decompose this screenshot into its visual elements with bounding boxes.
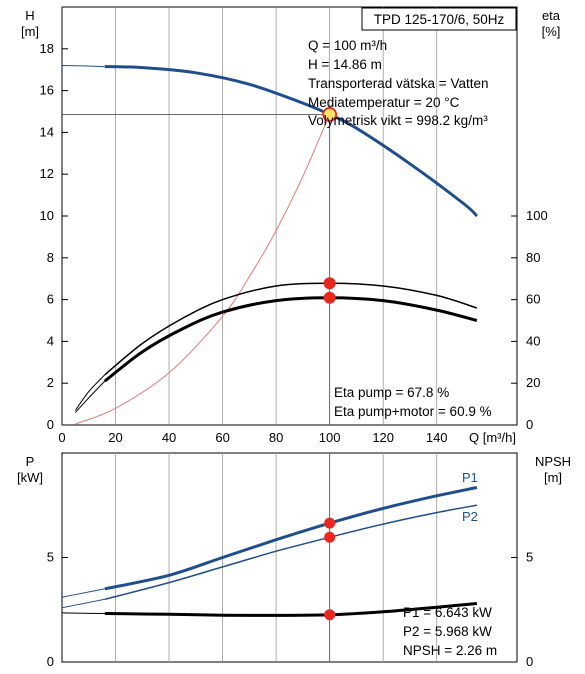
top-y-left-tick-label: 8 [47, 250, 54, 265]
info-eta-pump: Eta pump = 67.8 % [334, 385, 449, 400]
top-ticks: 0 20 40 60 80 100 120 140 0 2 4 6 8 10 12 14 16 18 0 20 40 60… [40, 41, 548, 445]
duty-point-info: Q = 100 m³/h H = 14.86 m Transporterad v… [308, 38, 488, 128]
top-y-right-tick-label: 0 [526, 417, 533, 432]
eta-info: Eta pump = 67.8 % Eta pump+motor = 60.9 … [334, 385, 492, 419]
eta-operating-point [323, 277, 336, 290]
bottom-y-left-label: P [26, 454, 35, 469]
top-x-tick-label: 140 [426, 430, 448, 445]
top-y-right-tick-label: 100 [526, 208, 548, 223]
top-y-right-tick-label: 40 [526, 333, 540, 348]
top-y-right-tick-label: 20 [526, 375, 540, 390]
top-x-tick-label: 120 [372, 430, 394, 445]
top-y-right-tick-label: 80 [526, 250, 540, 265]
top-y-left-tick-label: 4 [47, 333, 54, 348]
top-series-line [75, 380, 106, 413]
top-series-line [74, 374, 106, 411]
top-y-right-label: eta [542, 8, 561, 23]
info-density: Volymetrisk vikt = 998.2 kg/m³ [308, 113, 488, 128]
info-temperature: Mediatemperatur = 20 °C [308, 95, 460, 110]
bottom-series-line [61, 612, 105, 614]
top-x-tick-label: 80 [269, 430, 283, 445]
info-liquid: Transporterad vätska = Vatten [308, 76, 488, 91]
eta-operating-point [323, 291, 336, 304]
info-p1: P1 = 6.643 kW [403, 605, 492, 620]
top-x-axis-label: Q [m³/h] [469, 430, 516, 445]
top-y-right-tick-label: 60 [526, 292, 540, 307]
bottom-series-line [104, 504, 478, 601]
title-box [361, 7, 517, 31]
bottom-series-line [104, 602, 478, 617]
top-y-left-tick-label: 12 [40, 166, 54, 181]
top-series-line [104, 282, 478, 376]
top-series-line [103, 296, 478, 383]
chart-title: TPD 125-170/6, 50Hz [374, 12, 505, 27]
top-series-line [61, 65, 105, 68]
bottom-grid [115, 453, 438, 662]
top-y-left-unit: [m] [21, 24, 39, 39]
bottom-y-right-tick-label: 5 [526, 550, 533, 565]
duty-point-marker [322, 107, 338, 122]
top-y-left-tick-label: 18 [40, 41, 54, 56]
top-series-line [75, 114, 331, 425]
info-npsh: NPSH = 2.26 m [403, 643, 497, 658]
info-p2: P2 = 5.968 kW [403, 624, 492, 639]
top-series-line [104, 65, 478, 218]
info-q: Q = 100 m³/h [308, 38, 387, 53]
bottom-y-right-label: NPSH [535, 454, 571, 469]
bottom-y-left-unit: [kW] [17, 470, 43, 485]
top-y-left-tick-label: 16 [40, 83, 54, 98]
top-y-left-tick-label: 10 [40, 208, 54, 223]
bottom-y-right-unit: [m] [544, 470, 562, 485]
info-h: H = 14.86 m [308, 57, 382, 72]
bottom-series-line [61, 588, 105, 598]
top-x-tick-label: 40 [162, 430, 176, 445]
bottom-y-left-tick-label: 0 [47, 654, 54, 669]
bottom-y-right-tick-label: 0 [526, 654, 533, 669]
top-x-tick-label: 20 [108, 430, 122, 445]
info-eta-pump-motor: Eta pump+motor = 60.9 % [334, 404, 492, 419]
top-y-right-unit: [%] [542, 24, 561, 39]
top-x-tick-label: 0 [58, 430, 65, 445]
series-label-p2: P2 [462, 509, 478, 524]
p1-operating-point [324, 517, 336, 529]
top-y-left-tick-label: 14 [40, 124, 54, 139]
top-x-tick-label: 100 [319, 430, 341, 445]
bottom-y-left-tick-label: 5 [47, 550, 54, 565]
bottom-series-line [61, 598, 105, 609]
p2-operating-point [324, 531, 336, 543]
series-label-p1: P1 [462, 470, 478, 485]
bottom-series-line [104, 486, 478, 591]
npsh-operating-point [324, 609, 336, 621]
top-y-left-tick-label: 0 [47, 417, 54, 432]
bottom-series [61, 453, 478, 662]
top-y-left-tick-label: 6 [47, 292, 54, 307]
top-y-left-label: H [25, 8, 34, 23]
top-x-tick-label: 60 [215, 430, 229, 445]
top-series [61, 65, 478, 425]
bottom-ticks: 0 5 0 5 [47, 550, 533, 670]
top-y-left-tick-label: 2 [47, 375, 54, 390]
power-info: P1 = 6.643 kW P2 = 5.968 kW NPSH = 2.26 … [403, 605, 497, 658]
